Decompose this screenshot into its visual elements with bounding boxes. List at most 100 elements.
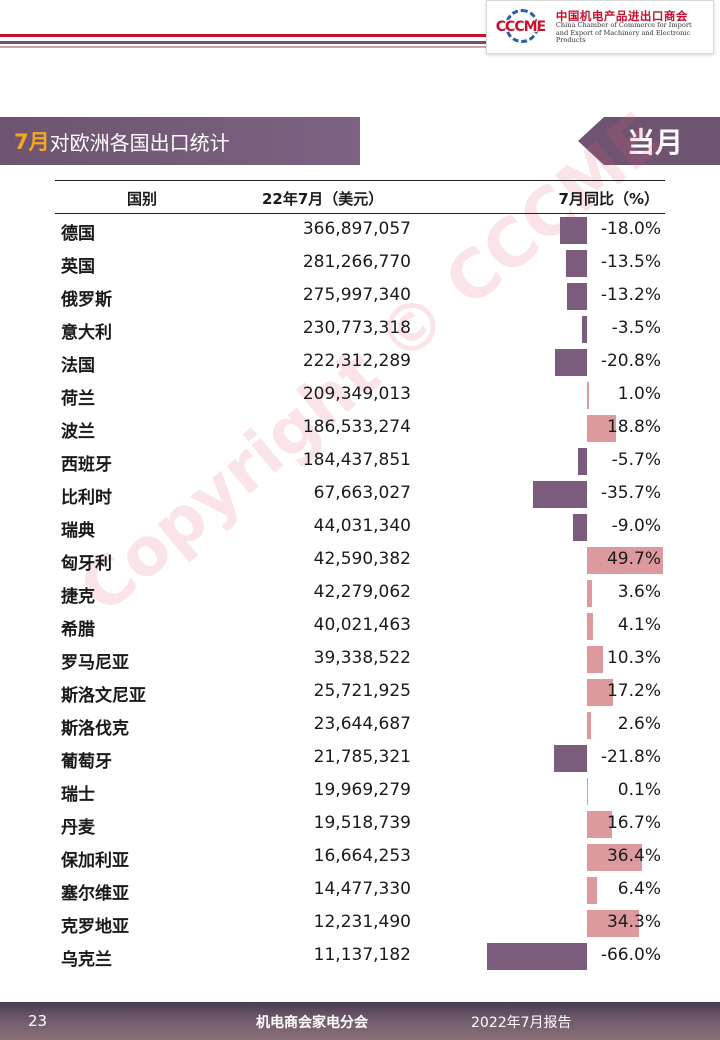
yoy-bar [587,580,593,607]
export-value: 186,533,274 [302,417,411,437]
yoy-percent: 34.3% [606,912,661,932]
table-row: 罗马尼亚 39,338,522 10.3% [55,643,665,676]
yoy-bar [587,811,613,838]
export-value: 11,137,182 [313,945,411,965]
yoy-bar [587,844,643,871]
country-name: 葡萄牙 [61,752,112,772]
yoy-bar [573,514,587,541]
yoy-bar [559,217,587,244]
export-value: 25,721,925 [313,681,411,701]
export-value: 16,664,253 [313,846,411,866]
yoy-bar [578,448,587,475]
export-value: 39,338,522 [313,648,411,668]
logo-english-name-2: and Export of Machinery and Electronic P… [555,28,691,44]
yoy-percent: -13.2% [600,285,661,305]
yoy-bar [532,481,587,508]
country-name: 塞尔维亚 [61,884,129,904]
country-name: 法国 [61,356,95,376]
export-value: 14,477,330 [313,879,411,899]
page-footer: 23 机电商会家电分会 2022年7月报告 [0,1002,720,1040]
export-value: 19,518,739 [313,813,411,833]
header-stripe-purple [0,41,494,44]
export-value: 44,031,340 [313,516,411,536]
country-name: 克罗地亚 [61,917,129,937]
export-value: 366,897,057 [302,219,411,239]
table-header: 国别 22年7月（美元） 7月同比（%） [55,180,665,214]
export-value: 42,590,382 [313,549,411,569]
cccme-logo: CCCME 中国机电产品进出口商会 China Chamber of Comme… [486,0,714,54]
yoy-percent: 1.0% [617,384,661,404]
yoy-bar [486,943,587,970]
yoy-bar [587,415,616,442]
header-yoy: 7月同比（%） [558,190,659,208]
country-name: 捷克 [61,587,95,607]
table-row: 荷兰 209,349,013 1.0% [55,379,665,412]
yoy-percent: 3.6% [617,582,661,602]
logo-english-name-1: China Chamber of Commerce for Import [555,21,692,30]
table-row: 西班牙 184,437,851 -5.7% [55,445,665,478]
table-row: 葡萄牙 21,785,321 -21.8% [55,742,665,775]
header-stripe-pink [0,46,490,48]
export-table: 国别 22年7月（美元） 7月同比（%） 德国 366,897,057 -18.0%… [55,180,665,973]
yoy-percent: -66.0% [600,945,661,965]
country-name: 斯洛文尼亚 [61,686,146,706]
country-name: 斯洛伐克 [61,719,129,739]
title-text: 对欧洲各国出口统计 [49,130,230,155]
yoy-bar [587,547,663,574]
table-row: 法国 222,312,289 -20.8% [55,346,665,379]
footer-report: 2022年7月报告 [471,1015,572,1031]
country-name: 荷兰 [61,389,95,409]
table-row: 德国 366,897,057 -18.0% [55,214,665,247]
export-value: 19,969,279 [313,780,411,800]
table-row: 瑞典 44,031,340 -9.0% [55,511,665,544]
country-name: 西班牙 [61,455,112,475]
yoy-percent: 49.7% [606,549,661,569]
country-name: 希腊 [61,620,95,640]
yoy-bar [587,382,589,409]
header-value: 22年7月（美元） [262,190,384,208]
yoy-bar [553,745,587,772]
yoy-bar [587,646,603,673]
country-name: 罗马尼亚 [61,653,129,673]
table-row: 塞尔维亚 14,477,330 6.4% [55,874,665,907]
table-row: 希腊 40,021,463 4.1% [55,610,665,643]
export-value: 184,437,851 [302,450,411,470]
yoy-percent: 4.1% [617,615,661,635]
yoy-percent: -3.5% [611,318,661,338]
yoy-percent: 36.4% [606,846,661,866]
yoy-percent: 18.8% [606,417,661,437]
yoy-bar [566,283,587,310]
footer-org: 机电商会家电分会 [256,1015,368,1031]
country-name: 波兰 [61,422,95,442]
country-name: 保加利亚 [61,851,129,871]
table-row: 乌克兰 11,137,182 -66.0% [55,940,665,973]
table-row: 瑞士 19,969,279 0.1% [55,775,665,808]
yoy-percent: -35.7% [600,483,661,503]
cccme-emblem-icon: CCCME [493,7,548,47]
title-month: 7月 [14,130,50,154]
yoy-bar [581,316,587,343]
section-title-bar: 7月 对欧洲各国出口统计 [0,117,360,165]
table-row: 比利时 67,663,027 -35.7% [55,478,665,511]
yoy-bar [587,712,591,739]
yoy-percent: -13.5% [600,252,661,272]
country-name: 瑞士 [61,785,95,805]
table-row: 捷克 42,279,062 3.6% [55,577,665,610]
country-name: 意大利 [61,323,112,343]
table-row: 波兰 186,533,274 18.8% [55,412,665,445]
yoy-bar [555,349,587,376]
country-name: 瑞典 [61,521,95,541]
export-value: 23,644,687 [313,714,411,734]
table-row: 斯洛文尼亚 25,721,925 17.2% [55,676,665,709]
country-name: 英国 [61,257,95,277]
export-value: 281,266,770 [302,252,411,272]
export-value: 275,997,340 [302,285,411,305]
yoy-percent: -5.7% [611,450,661,470]
export-value: 12,231,490 [313,912,411,932]
country-name: 德国 [61,224,95,244]
export-value: 222,312,289 [302,351,411,371]
yoy-percent: -20.8% [600,351,661,371]
export-value: 67,663,027 [313,483,411,503]
yoy-percent: 16.7% [606,813,661,833]
country-name: 比利时 [61,488,112,508]
